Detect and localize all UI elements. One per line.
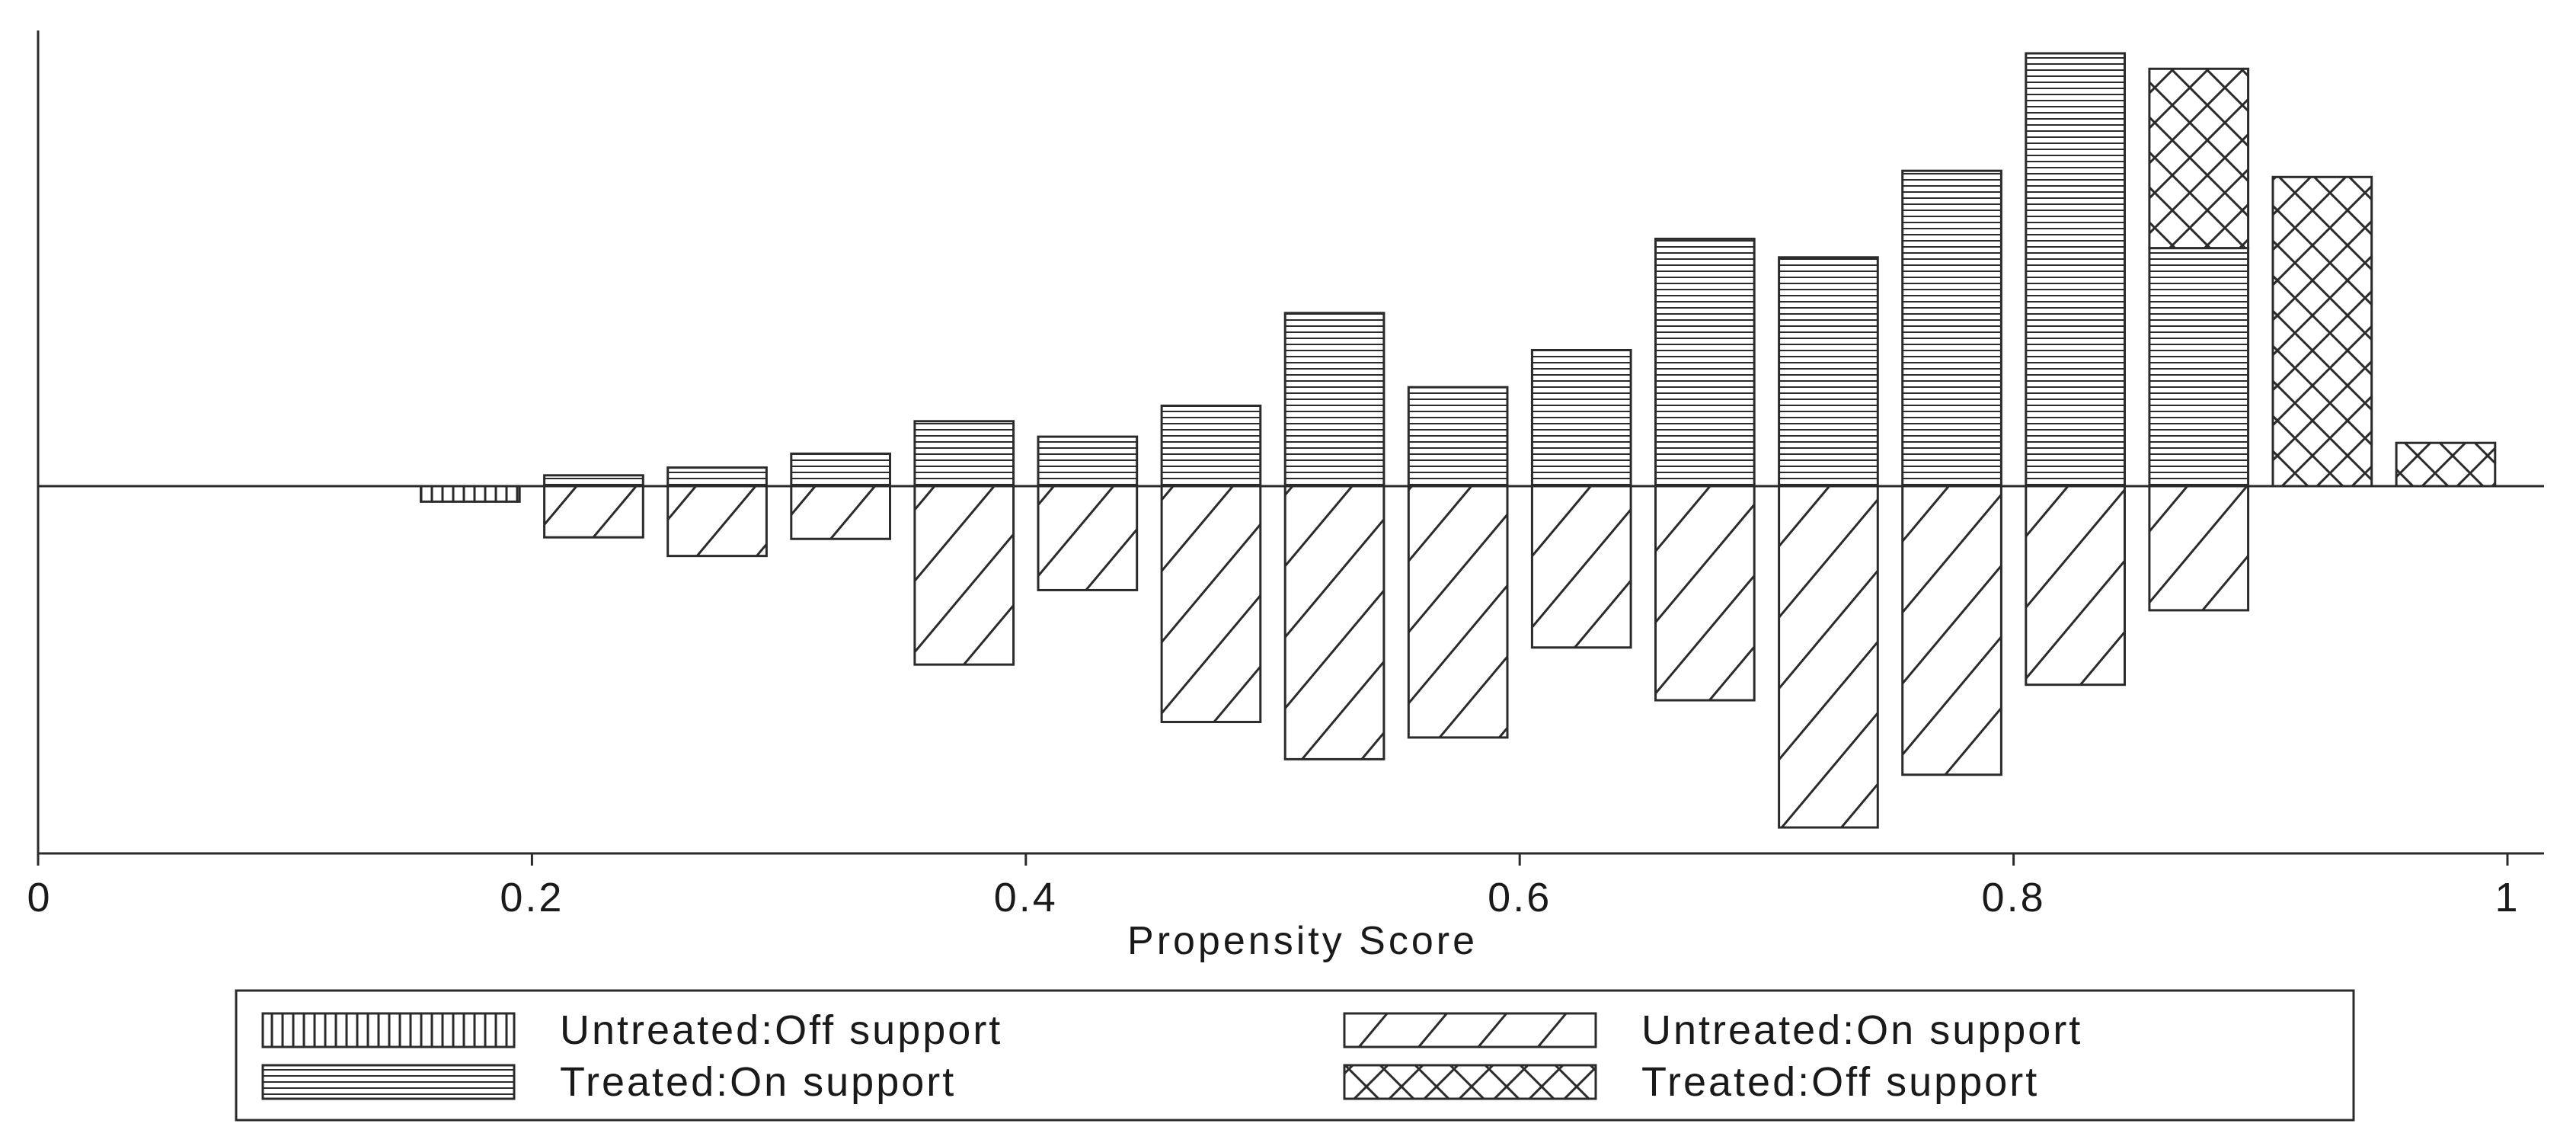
bar-treated-on-support-0.475 — [1160, 405, 1262, 488]
bar-treated-on-support-0.875 — [2148, 247, 2250, 488]
bar-untreated-on-support-0.575 — [1407, 485, 1509, 739]
legend-box — [235, 989, 2355, 1122]
x-tick-label-0.2: 0.2 — [500, 875, 564, 920]
bar-untreated-on-support-0.675 — [1654, 485, 1756, 702]
bar-untreated-on-support-0.625 — [1530, 485, 1632, 649]
bars — [420, 52, 2497, 829]
bar-treated-off-support-0.975 — [2395, 441, 2497, 488]
legend-swatch-untreated-off-support — [261, 1012, 516, 1048]
bar-untreated-on-support-0.875 — [2148, 485, 2250, 612]
bar-untreated-on-support-0.725 — [1778, 485, 1879, 829]
legend-swatch-treated-off-support — [1343, 1064, 1597, 1100]
bar-untreated-on-support-0.525 — [1283, 485, 1385, 760]
bar-untreated-on-support-0.275 — [666, 485, 768, 558]
bar-treated-off-support-0.875 — [2148, 67, 2250, 250]
x-tick-label-0: 0 — [27, 875, 52, 920]
legend-label-untreated-on-support: Untreated:On support — [1641, 1007, 2082, 1053]
bar-treated-on-support-0.725 — [1778, 256, 1879, 488]
x-tick-label-0.6: 0.6 — [1488, 875, 1552, 920]
legend-swatch-treated-on-support — [261, 1064, 516, 1100]
bar-treated-off-support-0.925 — [2271, 175, 2373, 488]
bar-untreated-on-support-0.375 — [913, 485, 1015, 666]
x-axis-label: Propensity Score — [1127, 919, 1478, 963]
bar-treated-on-support-0.425 — [1037, 435, 1139, 488]
bar-untreated-on-support-0.775 — [1901, 485, 2002, 776]
legend-label-treated-off-support: Treated:Off support — [1641, 1059, 2039, 1105]
bar-treated-on-support-0.675 — [1654, 237, 1756, 488]
bar-untreated-on-support-0.225 — [543, 485, 644, 539]
bar-treated-on-support-0.525 — [1283, 312, 1385, 488]
bar-untreated-on-support-0.425 — [1037, 485, 1139, 591]
bar-treated-on-support-0.575 — [1407, 386, 1509, 488]
legend: Untreated:Off support Untreated:On suppor… — [235, 989, 2355, 1122]
bar-treated-on-support-0.275 — [666, 466, 768, 488]
legend-swatch-untreated-on-support — [1343, 1012, 1597, 1048]
bar-treated-on-support-0.775 — [1901, 169, 2002, 488]
bar-treated-on-support-0.625 — [1530, 348, 1632, 488]
x-tick-label-0.4: 0.4 — [994, 875, 1058, 920]
plot-area: 0 0.2 0.4 0.6 0.8 1 — [27, 30, 2544, 920]
bar-treated-on-support-0.225 — [543, 474, 644, 488]
bar-untreated-on-support-0.475 — [1160, 485, 1262, 724]
bar-treated-on-support-0.825 — [2025, 52, 2126, 488]
legend-label-untreated-off-support: Untreated:Off support — [560, 1007, 1002, 1053]
bar-untreated-on-support-0.325 — [790, 485, 891, 540]
bar-untreated-off-support-0.175 — [420, 485, 521, 503]
x-tick-label-1: 1 — [2495, 875, 2520, 920]
x-ticks: 0 0.2 0.4 0.6 0.8 1 — [27, 853, 2520, 920]
bar-untreated-on-support-0.825 — [2025, 485, 2126, 687]
legend-label-treated-on-support: Treated:On support — [560, 1059, 956, 1105]
bar-treated-on-support-0.325 — [790, 452, 891, 488]
bar-treated-on-support-0.375 — [913, 420, 1015, 488]
x-tick-label-0.8: 0.8 — [1982, 875, 2046, 920]
legend-items: Untreated:Off support Untreated:On suppor… — [261, 1007, 2082, 1105]
